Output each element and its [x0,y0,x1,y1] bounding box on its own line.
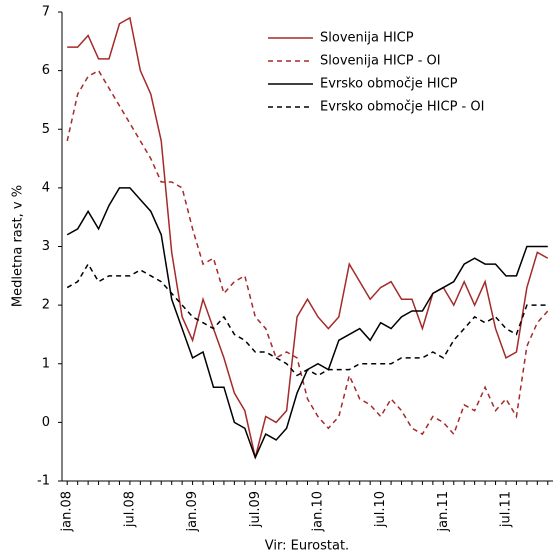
data-line [67,16,549,458]
y-tick-label: 6 [42,63,50,78]
y-tick-label: 4 [42,180,50,195]
x-tick-label: jan.11 [436,491,451,533]
y-tick-label: 0 [42,415,50,430]
x-tick-label: jul.08 [122,491,137,528]
x-tick-label: jan.08 [60,491,75,533]
source-note: Vir: Eurostat. [265,539,349,554]
y-axis-label: Medletna rast, v % [11,185,26,307]
data-line [66,262,548,377]
legend-label: Slovenija HICP - OI [320,54,441,69]
x-tick-label: jul.11 [498,491,513,528]
y-tick-label: 2 [42,298,50,313]
data-line [66,187,548,460]
y-tick-label: -1 [37,474,50,489]
legend-label: Evrsko območje HICP - OI [320,100,484,115]
y-tick-label: 1 [42,356,50,371]
x-tick-label: jan.10 [310,491,325,533]
x-tick-label: jul.09 [248,491,263,528]
y-tick-label: 3 [42,239,50,254]
legend-label: Slovenija HICP [320,31,414,46]
y-tick-label: 5 [42,122,50,137]
y-tick-label: 7 [42,5,50,20]
data-line [66,69,549,436]
x-tick-label: jan.09 [185,491,200,533]
legend-label: Evrsko območje HICP [320,77,458,92]
x-tick-label: jul.10 [373,491,388,528]
